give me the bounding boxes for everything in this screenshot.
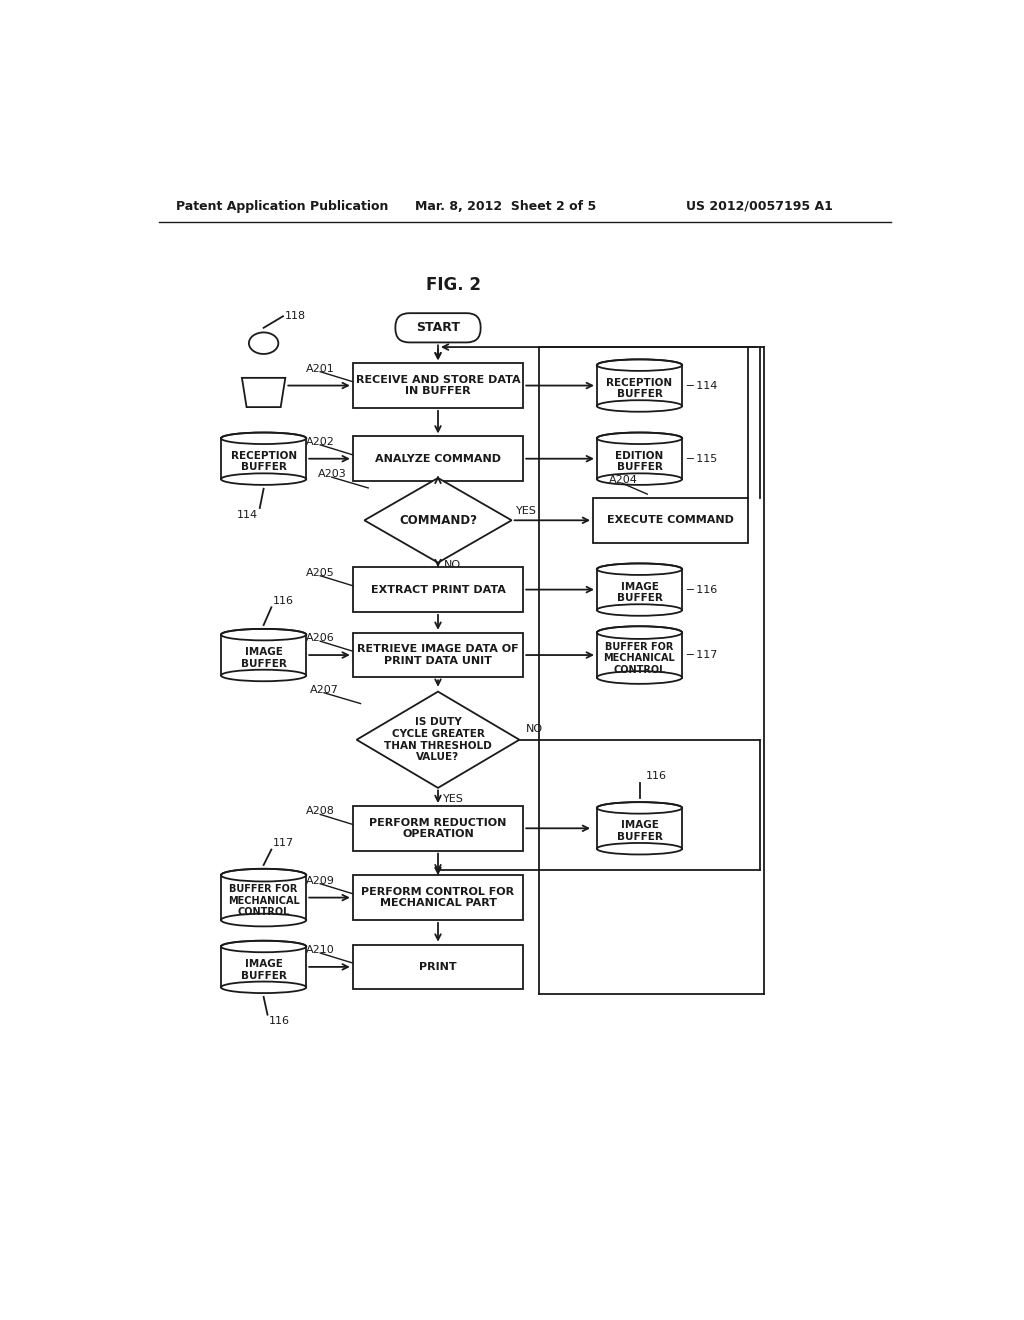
Ellipse shape bbox=[597, 359, 682, 371]
Text: US 2012/0057195 A1: US 2012/0057195 A1 bbox=[686, 199, 833, 213]
Text: A205: A205 bbox=[306, 568, 335, 578]
Text: EDITION
BUFFER: EDITION BUFFER bbox=[615, 450, 664, 473]
Polygon shape bbox=[221, 946, 306, 987]
Text: IS DUTY
CYCLE GREATER
THAN THRESHOLD
VALUE?: IS DUTY CYCLE GREATER THAN THRESHOLD VAL… bbox=[384, 717, 492, 762]
FancyBboxPatch shape bbox=[352, 875, 523, 920]
Text: Mar. 8, 2012  Sheet 2 of 5: Mar. 8, 2012 Sheet 2 of 5 bbox=[415, 199, 596, 213]
Text: 116: 116 bbox=[273, 595, 294, 606]
Polygon shape bbox=[597, 366, 682, 407]
Text: BUFFER FOR
MECHANICAL
CONTROL: BUFFER FOR MECHANICAL CONTROL bbox=[603, 642, 676, 675]
Ellipse shape bbox=[221, 474, 306, 484]
Text: 116: 116 bbox=[646, 771, 667, 780]
Ellipse shape bbox=[597, 626, 682, 639]
Text: 117: 117 bbox=[273, 838, 294, 847]
Text: PERFORM CONTROL FOR
MECHANICAL PART: PERFORM CONTROL FOR MECHANICAL PART bbox=[361, 887, 515, 908]
Text: RECEPTION
BUFFER: RECEPTION BUFFER bbox=[230, 450, 297, 473]
Text: ─ 114: ─ 114 bbox=[686, 380, 718, 391]
Text: PRINT: PRINT bbox=[419, 962, 457, 972]
Text: A206: A206 bbox=[306, 634, 335, 643]
FancyBboxPatch shape bbox=[352, 437, 523, 480]
Text: RECEIVE AND STORE DATA
IN BUFFER: RECEIVE AND STORE DATA IN BUFFER bbox=[355, 375, 520, 396]
Text: NO: NO bbox=[525, 723, 543, 734]
Ellipse shape bbox=[221, 913, 306, 927]
Ellipse shape bbox=[597, 671, 682, 684]
Text: EXECUTE COMMAND: EXECUTE COMMAND bbox=[607, 515, 734, 525]
Ellipse shape bbox=[597, 400, 682, 412]
Text: ─ 116: ─ 116 bbox=[686, 585, 717, 594]
Text: FIG. 2: FIG. 2 bbox=[426, 276, 481, 294]
Text: START: START bbox=[416, 321, 460, 334]
Polygon shape bbox=[597, 569, 682, 610]
FancyBboxPatch shape bbox=[395, 313, 480, 342]
Text: RECEPTION
BUFFER: RECEPTION BUFFER bbox=[606, 378, 673, 399]
Text: BUFFER FOR
MECHANICAL
CONTROL: BUFFER FOR MECHANICAL CONTROL bbox=[227, 884, 299, 917]
Text: COMMAND?: COMMAND? bbox=[399, 513, 477, 527]
Text: 118: 118 bbox=[285, 312, 306, 321]
Text: A207: A207 bbox=[310, 685, 339, 694]
Ellipse shape bbox=[221, 869, 306, 882]
FancyBboxPatch shape bbox=[593, 498, 748, 543]
Text: IMAGE
BUFFER: IMAGE BUFFER bbox=[616, 820, 663, 842]
Text: A202: A202 bbox=[306, 437, 335, 446]
Text: A209: A209 bbox=[306, 875, 335, 886]
FancyBboxPatch shape bbox=[352, 632, 523, 677]
Text: A201: A201 bbox=[306, 363, 335, 374]
Polygon shape bbox=[365, 478, 512, 562]
Text: YES: YES bbox=[515, 506, 537, 516]
Text: PERFORM REDUCTION
OPERATION: PERFORM REDUCTION OPERATION bbox=[370, 817, 507, 840]
Ellipse shape bbox=[597, 564, 682, 576]
Ellipse shape bbox=[597, 474, 682, 484]
Ellipse shape bbox=[221, 628, 306, 640]
FancyBboxPatch shape bbox=[352, 363, 523, 408]
FancyBboxPatch shape bbox=[352, 807, 523, 850]
Polygon shape bbox=[597, 808, 682, 849]
Ellipse shape bbox=[597, 803, 682, 813]
Text: IMAGE
BUFFER: IMAGE BUFFER bbox=[616, 582, 663, 603]
Text: A208: A208 bbox=[306, 807, 335, 816]
Text: ANALYZE COMMAND: ANALYZE COMMAND bbox=[375, 454, 501, 463]
Text: RETRIEVE IMAGE DATA OF
PRINT DATA UNIT: RETRIEVE IMAGE DATA OF PRINT DATA UNIT bbox=[357, 644, 519, 665]
Ellipse shape bbox=[221, 433, 306, 444]
Polygon shape bbox=[221, 875, 306, 920]
Text: ─ 117: ─ 117 bbox=[686, 649, 718, 660]
FancyBboxPatch shape bbox=[352, 945, 523, 989]
Ellipse shape bbox=[221, 941, 306, 952]
Ellipse shape bbox=[597, 605, 682, 615]
Text: 114: 114 bbox=[238, 511, 258, 520]
Text: IMAGE
BUFFER: IMAGE BUFFER bbox=[241, 958, 287, 981]
Ellipse shape bbox=[221, 669, 306, 681]
Text: YES: YES bbox=[443, 795, 464, 804]
Text: A203: A203 bbox=[317, 469, 347, 479]
Ellipse shape bbox=[249, 333, 279, 354]
Text: 116: 116 bbox=[269, 1016, 290, 1026]
Text: IMAGE
BUFFER: IMAGE BUFFER bbox=[241, 647, 287, 669]
Polygon shape bbox=[597, 632, 682, 677]
Polygon shape bbox=[242, 378, 286, 407]
Polygon shape bbox=[221, 635, 306, 676]
Ellipse shape bbox=[597, 433, 682, 444]
FancyBboxPatch shape bbox=[352, 568, 523, 612]
Polygon shape bbox=[356, 692, 519, 788]
Ellipse shape bbox=[597, 843, 682, 854]
Polygon shape bbox=[597, 438, 682, 479]
Text: Patent Application Publication: Patent Application Publication bbox=[176, 199, 388, 213]
Polygon shape bbox=[221, 438, 306, 479]
Text: A210: A210 bbox=[306, 945, 335, 954]
Text: ─ 115: ─ 115 bbox=[686, 454, 717, 463]
Text: NO: NO bbox=[443, 560, 461, 570]
Text: A204: A204 bbox=[608, 475, 637, 486]
Ellipse shape bbox=[221, 982, 306, 993]
Text: EXTRACT PRINT DATA: EXTRACT PRINT DATA bbox=[371, 585, 506, 594]
